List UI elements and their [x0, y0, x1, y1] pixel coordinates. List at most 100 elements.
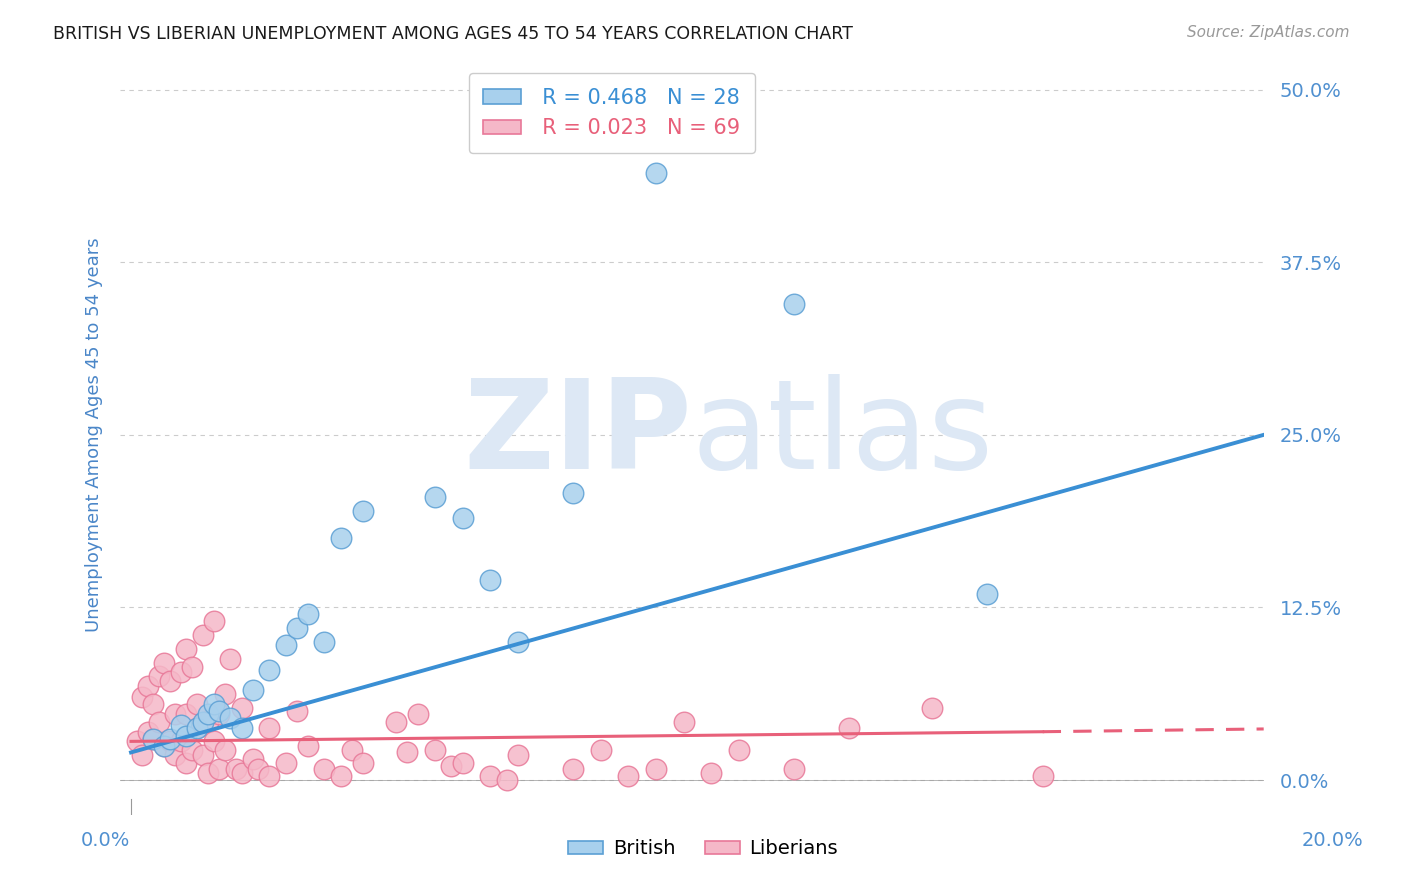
Point: [225, 762, 247, 776]
Point: [838, 721, 860, 735]
Point: [257, 769, 280, 783]
Point: [180, 660, 202, 674]
Point: [142, 731, 165, 746]
Point: [214, 688, 236, 702]
Point: [921, 701, 943, 715]
Point: [208, 704, 231, 718]
Point: [180, 742, 202, 756]
Point: [352, 504, 374, 518]
Point: [159, 731, 181, 746]
Point: [242, 683, 264, 698]
Legend: British, Liberians: British, Liberians: [561, 831, 845, 866]
Text: BRITISH VS LIBERIAN UNEMPLOYMENT AMONG AGES 45 TO 54 YEARS CORRELATION CHART: BRITISH VS LIBERIAN UNEMPLOYMENT AMONG A…: [53, 25, 853, 43]
Point: [231, 766, 253, 780]
Point: [783, 762, 806, 776]
Point: [562, 762, 585, 776]
Point: [197, 714, 219, 729]
Point: [352, 756, 374, 771]
Point: [131, 690, 153, 705]
Point: [202, 614, 225, 628]
Point: [506, 635, 529, 649]
Point: [174, 729, 197, 743]
Point: [231, 721, 253, 735]
Point: [506, 748, 529, 763]
Point: [274, 756, 297, 771]
Point: [208, 706, 231, 721]
Point: [197, 706, 219, 721]
Point: [617, 769, 640, 783]
Point: [191, 714, 214, 729]
Text: 20.0%: 20.0%: [1302, 830, 1364, 849]
Point: [297, 607, 319, 622]
Point: [214, 742, 236, 756]
Point: [330, 532, 353, 546]
Point: [153, 656, 176, 670]
Point: [645, 762, 668, 776]
Point: [1032, 769, 1054, 783]
Point: [202, 697, 225, 711]
Text: Source: ZipAtlas.com: Source: ZipAtlas.com: [1187, 25, 1350, 40]
Legend:   R = 0.468   N = 28,   R = 0.023   N = 69: R = 0.468 N = 28, R = 0.023 N = 69: [468, 73, 755, 153]
Point: [186, 721, 208, 735]
Point: [385, 714, 408, 729]
Point: [191, 748, 214, 763]
Point: [727, 742, 749, 756]
Y-axis label: Unemployment Among Ages 45 to 54 years: Unemployment Among Ages 45 to 54 years: [86, 237, 103, 632]
Point: [423, 742, 446, 756]
Point: [219, 651, 242, 665]
Point: [231, 701, 253, 715]
Point: [330, 769, 353, 783]
Point: [142, 731, 165, 746]
Point: [165, 706, 187, 721]
Point: [479, 769, 502, 783]
Text: 0.0%: 0.0%: [80, 830, 131, 849]
Point: [247, 762, 270, 776]
Point: [451, 756, 474, 771]
Point: [142, 697, 165, 711]
Point: [170, 718, 193, 732]
Point: [148, 714, 170, 729]
Point: [159, 673, 181, 688]
Point: [257, 721, 280, 735]
Point: [242, 752, 264, 766]
Point: [170, 665, 193, 680]
Point: [562, 486, 585, 500]
Point: [170, 734, 193, 748]
Point: [202, 734, 225, 748]
Point: [197, 766, 219, 780]
Point: [645, 165, 668, 179]
Point: [314, 762, 336, 776]
Point: [174, 706, 197, 721]
Point: [783, 296, 806, 310]
Point: [208, 762, 231, 776]
Point: [396, 746, 419, 760]
Point: [408, 706, 430, 721]
Point: [219, 711, 242, 725]
Point: [589, 742, 612, 756]
Point: [297, 739, 319, 753]
Point: [976, 587, 998, 601]
Point: [136, 724, 159, 739]
Point: [314, 635, 336, 649]
Point: [153, 739, 176, 753]
Point: [285, 704, 308, 718]
Point: [700, 766, 723, 780]
Point: [479, 573, 502, 587]
Point: [274, 638, 297, 652]
Point: [131, 748, 153, 763]
Text: ZIP: ZIP: [463, 375, 692, 495]
Point: [153, 739, 176, 753]
Point: [191, 628, 214, 642]
Point: [285, 621, 308, 635]
Point: [174, 756, 197, 771]
Text: atlas: atlas: [692, 375, 994, 495]
Point: [451, 510, 474, 524]
Point: [186, 721, 208, 735]
Point: [136, 679, 159, 693]
Point: [672, 714, 695, 729]
Point: [159, 734, 181, 748]
Point: [340, 742, 363, 756]
Point: [174, 641, 197, 656]
Point: [148, 669, 170, 683]
Point: [125, 734, 148, 748]
